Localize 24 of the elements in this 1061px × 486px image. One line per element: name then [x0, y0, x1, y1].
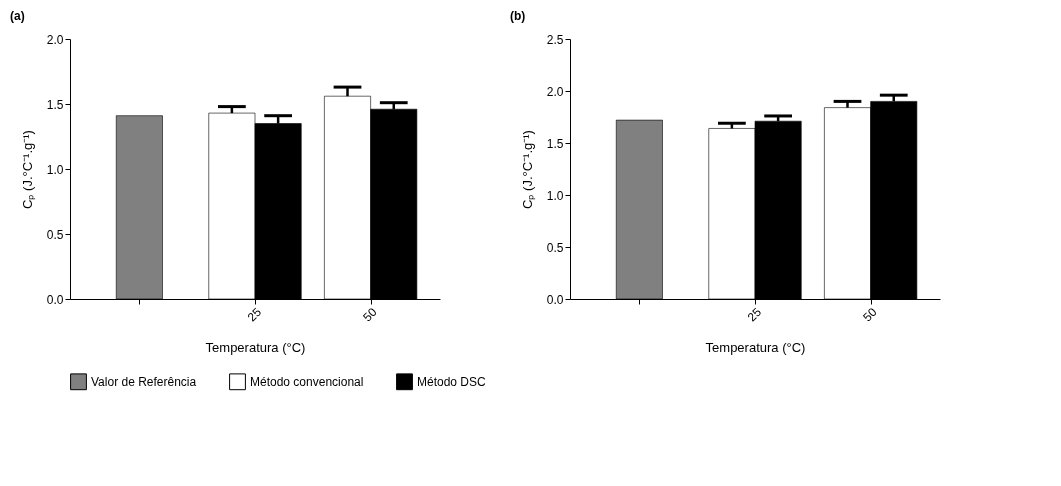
x-tick-label: 50 — [360, 304, 380, 325]
x-tick-label: 25 — [244, 304, 265, 325]
legend-label: Método convencional — [250, 374, 364, 389]
legend-label: Método DSC — [417, 374, 487, 389]
y-tick-label: 0.0 — [46, 292, 64, 307]
y-tick-label: 1.5 — [46, 97, 64, 112]
y-tick-label: 1.0 — [546, 188, 564, 203]
x-axis-title: Temperatura (°C) — [205, 339, 306, 355]
y-tick-label: 2.0 — [546, 84, 564, 99]
y-tick-label: 0.5 — [546, 240, 564, 255]
x-tick-label: 50 — [860, 304, 880, 325]
x-axis-title: Temperatura (°C) — [705, 339, 806, 355]
y-tick-label: 1.0 — [46, 162, 64, 177]
y-axis-title: Cₚ (J.°C⁻¹.g⁻¹) — [19, 130, 36, 209]
chart-title: (b) — [510, 9, 526, 23]
y-tick-label: 1.5 — [546, 136, 564, 151]
chart-title: (a) — [10, 9, 25, 23]
y-tick-label: 0.0 — [546, 292, 564, 307]
x-tick-label: 25 — [744, 304, 765, 325]
y-tick-label: 2.5 — [546, 32, 564, 47]
y-tick-label: 0.5 — [46, 227, 64, 242]
y-axis-title: Cₚ (J.°C⁻¹.g⁻¹) — [519, 130, 536, 209]
y-tick-label: 2.0 — [46, 32, 64, 47]
legend-label: Valor de Referência — [91, 374, 197, 389]
